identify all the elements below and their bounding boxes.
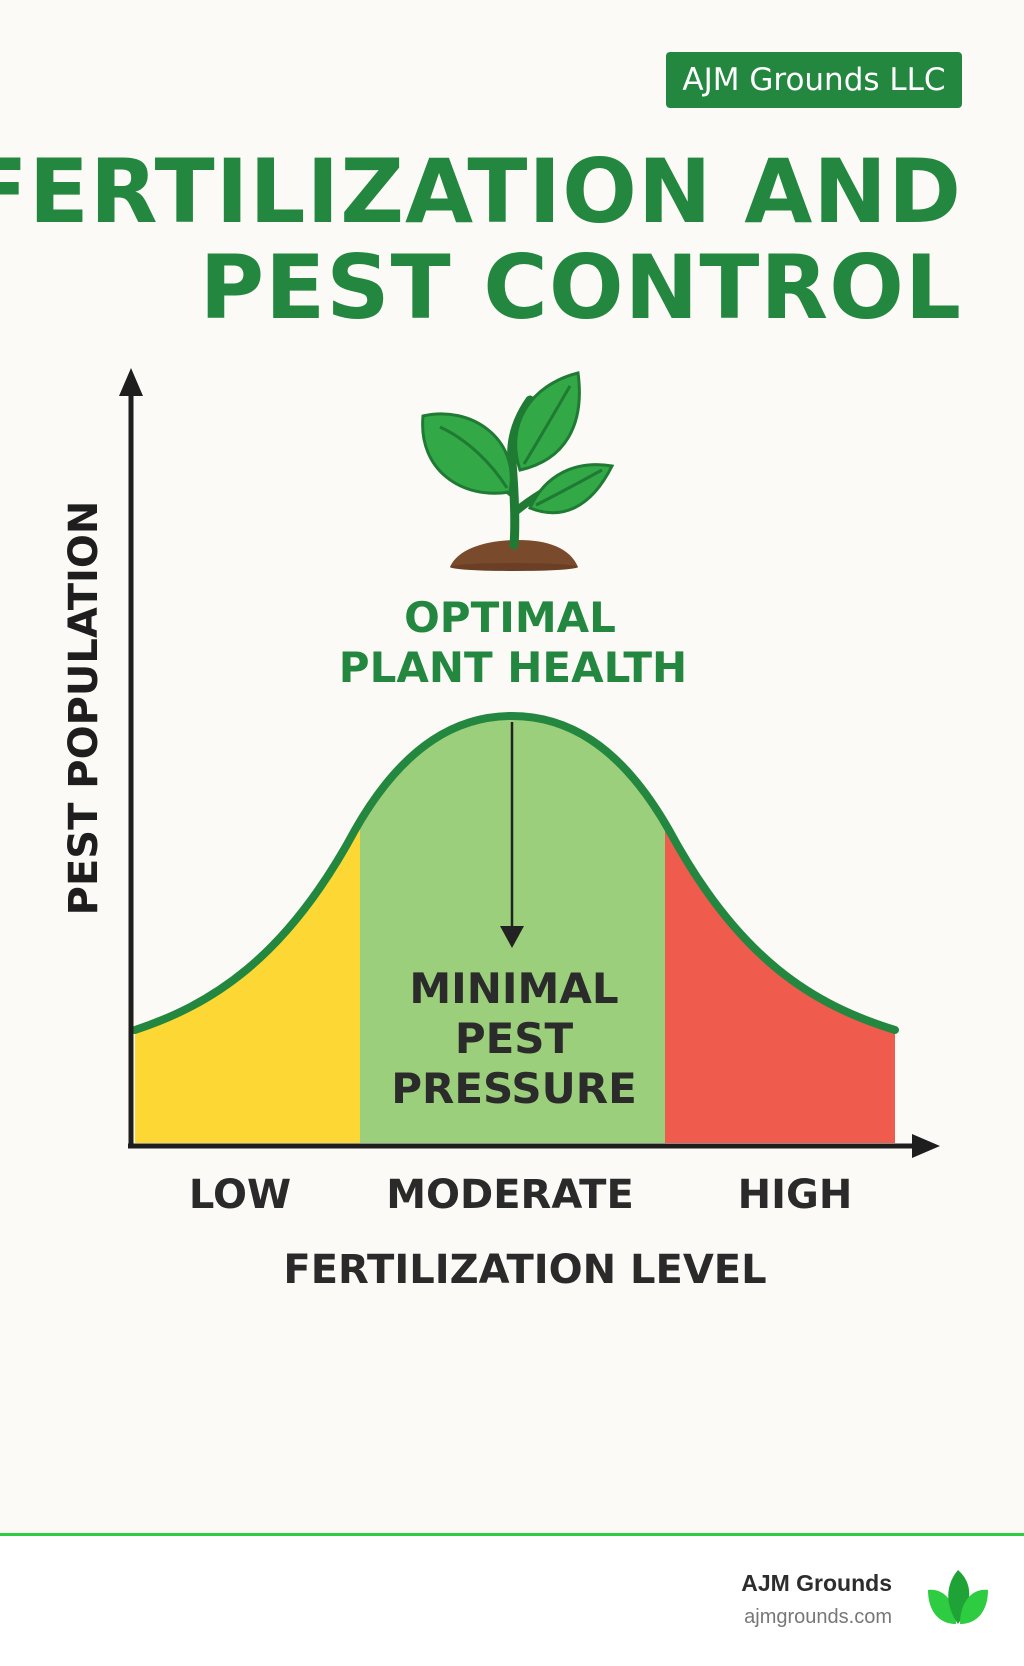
- bell-curve: [131, 711, 899, 1034]
- footer-url[interactable]: ajmgrounds.com: [744, 1606, 892, 1628]
- center-label-line-3: PRESSURE: [391, 1064, 637, 1113]
- y-axis: [119, 368, 143, 1146]
- zone-low-fill: [135, 716, 360, 1143]
- center-arrow: [500, 722, 524, 948]
- x-category-low: LOW: [189, 1172, 291, 1218]
- fertilization-pest-diagram: PEST POPULATION LOW MODERATE HIGH FERTIL…: [61, 368, 940, 1293]
- x-category-high: HIGH: [738, 1172, 853, 1218]
- leaf-logo-icon: [928, 1570, 988, 1624]
- y-axis-label: PEST POPULATION: [61, 501, 107, 916]
- peak-label-line-2: PLANT HEALTH: [339, 643, 687, 692]
- center-label-line-2: PEST: [455, 1014, 574, 1063]
- seedling-icon: [421, 371, 615, 571]
- footer: AJM Grounds ajmgrounds.com: [0, 1536, 1024, 1666]
- x-category-moderate: MODERATE: [386, 1172, 634, 1218]
- brand-badge: AJM Grounds LLC: [666, 52, 962, 108]
- x-axis-label: FERTILIZATION LEVEL: [283, 1247, 766, 1293]
- title-line-1: FERTILIZATION AND: [0, 140, 962, 243]
- page-title: FERTILIZATION AND PEST CONTROL: [0, 144, 962, 336]
- title-line-2: PEST CONTROL: [199, 236, 962, 339]
- footer-brand-name: AJM Grounds: [741, 1570, 892, 1596]
- footer-divider: [0, 1533, 1024, 1536]
- peak-label-line-1: OPTIMAL: [404, 593, 616, 642]
- zone-high-fill: [665, 716, 895, 1143]
- center-label-line-1: MINIMAL: [409, 964, 618, 1013]
- x-axis: [128, 1134, 940, 1158]
